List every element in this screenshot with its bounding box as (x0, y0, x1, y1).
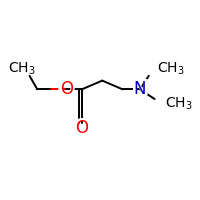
Text: CH$_3$: CH$_3$ (157, 61, 184, 77)
Text: O: O (75, 119, 88, 137)
Text: N: N (131, 79, 149, 99)
Text: O: O (60, 80, 73, 98)
Text: N: N (134, 80, 146, 98)
Text: CH$_3$: CH$_3$ (8, 61, 36, 77)
Text: O: O (72, 118, 91, 138)
Text: O: O (57, 79, 76, 99)
Text: CH$_3$: CH$_3$ (165, 95, 193, 112)
